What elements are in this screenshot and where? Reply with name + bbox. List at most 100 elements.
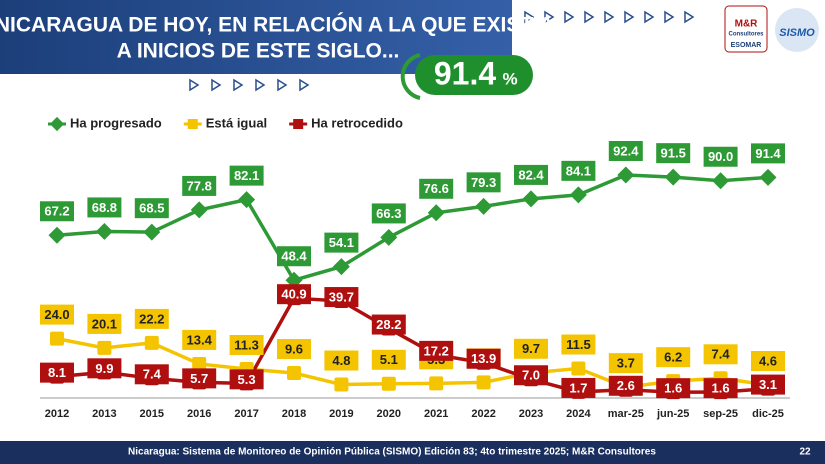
- marker: [95, 222, 113, 240]
- value-label-box: [703, 146, 738, 167]
- value-label: 22.2: [139, 311, 164, 326]
- value-label-box: [40, 304, 74, 325]
- value-label-box: [751, 350, 785, 371]
- value-label: 3.1: [759, 377, 777, 392]
- value-label: 6.2: [664, 350, 682, 365]
- marker: [427, 204, 445, 222]
- value-label: 1.6: [712, 381, 730, 396]
- value-label: 4.6: [759, 353, 777, 368]
- value-label: 68.5: [139, 201, 164, 216]
- value-label: 9.7: [522, 341, 540, 356]
- highlight-unit: %: [502, 69, 517, 88]
- value-label: 7.0: [522, 368, 540, 383]
- x-tick-label: 2013: [92, 408, 116, 420]
- x-tick-label: 2015: [140, 408, 164, 420]
- series-line: [56, 296, 769, 394]
- marker: [429, 376, 444, 391]
- value-label-box: [277, 246, 311, 267]
- marker: [97, 340, 112, 355]
- value-label: 11.5: [566, 337, 591, 352]
- value-label: 40.9: [281, 287, 306, 302]
- x-tick-label: sep-25: [703, 408, 738, 420]
- value-label: 2.6: [617, 378, 635, 393]
- value-label-box: [656, 143, 691, 164]
- x-tick-label: 2024: [566, 408, 591, 420]
- marker: [617, 166, 635, 184]
- value-label-box: [561, 377, 596, 398]
- value-label-box: [514, 365, 548, 386]
- value-label: 82.4: [518, 167, 544, 182]
- marker: [334, 377, 349, 392]
- marker: [50, 331, 64, 346]
- value-label-box: [277, 284, 311, 305]
- pill-arc: [400, 53, 421, 100]
- value-label-box: [324, 287, 359, 308]
- value-label-box: [703, 378, 738, 399]
- logo-text: Consultores: [728, 32, 764, 38]
- x-tick-label: 2018: [282, 408, 306, 420]
- value-label: 7.4: [143, 367, 162, 382]
- value-label: 39.7: [329, 289, 354, 304]
- value-label: 66.3: [376, 206, 401, 221]
- title-line: A INICIOS DE ESTE SIGLO...: [117, 40, 400, 63]
- value-label: 77.8: [187, 178, 212, 193]
- marker: [571, 361, 586, 376]
- value-label-box: [229, 165, 264, 186]
- footer-source: Nicaragua: Sistema de Monitoreo de Opini…: [128, 447, 656, 458]
- value-label: 84.1: [566, 163, 591, 178]
- legend-marker: [187, 119, 198, 129]
- value-label: 24.0: [44, 307, 69, 322]
- value-label: 11.3: [234, 337, 259, 352]
- highlight-pill: [415, 55, 533, 95]
- legend-marker: [293, 119, 304, 129]
- value-label-box: [182, 368, 217, 389]
- value-label: 4.8: [332, 353, 350, 368]
- footer-bar: [0, 441, 825, 464]
- value-label: 68.8: [92, 200, 117, 215]
- title-line: LA NICARAGUA DE HOY, EN RELACIÓN A LA QU…: [0, 13, 554, 37]
- marker: [759, 168, 777, 186]
- value-label-box: [419, 178, 454, 199]
- value-label-box: [751, 374, 785, 395]
- value-label-box: [40, 201, 74, 222]
- value-label-box: [182, 329, 217, 350]
- value-label-box: [371, 349, 406, 370]
- marker: [712, 172, 730, 190]
- marker: [381, 376, 396, 391]
- value-label: 28.2: [376, 317, 401, 332]
- x-tick-label: 2020: [377, 408, 401, 420]
- value-label-box: [182, 175, 217, 196]
- value-label-box: [40, 362, 74, 383]
- x-tick-label: dic-25: [752, 408, 784, 420]
- highlight-value: 91.4: [434, 55, 496, 91]
- value-label: 3.7: [617, 356, 635, 371]
- value-label-box: [751, 143, 785, 164]
- value-label: 1.6: [664, 381, 682, 396]
- value-label-box: [229, 334, 264, 355]
- value-label: 5.3: [238, 372, 256, 387]
- marker: [192, 356, 207, 371]
- value-label: 9.9: [95, 361, 113, 376]
- x-tick-label: 2016: [187, 408, 211, 420]
- value-label: 91.5: [661, 146, 686, 161]
- value-label-box: [134, 198, 169, 219]
- page-number: 22: [799, 447, 811, 458]
- value-label: 17.2: [424, 343, 449, 358]
- value-label: 13.4: [187, 332, 213, 347]
- marker: [143, 223, 161, 241]
- value-label: 5.7: [190, 371, 208, 386]
- logo: [775, 8, 819, 52]
- value-label-box: [87, 197, 122, 218]
- value-label-box: [87, 358, 122, 379]
- value-label: 13.9: [471, 351, 496, 366]
- value-label-box: [324, 232, 359, 253]
- value-label: 5.1: [380, 352, 398, 367]
- marker: [522, 190, 540, 208]
- logo: [724, 5, 768, 53]
- value-label-box: [324, 350, 359, 371]
- value-label-box: [134, 364, 169, 385]
- value-label: 67.2: [44, 204, 69, 219]
- legend-label: Ha progresado: [70, 115, 162, 130]
- marker: [664, 168, 682, 186]
- value-label: 7.4: [712, 347, 731, 362]
